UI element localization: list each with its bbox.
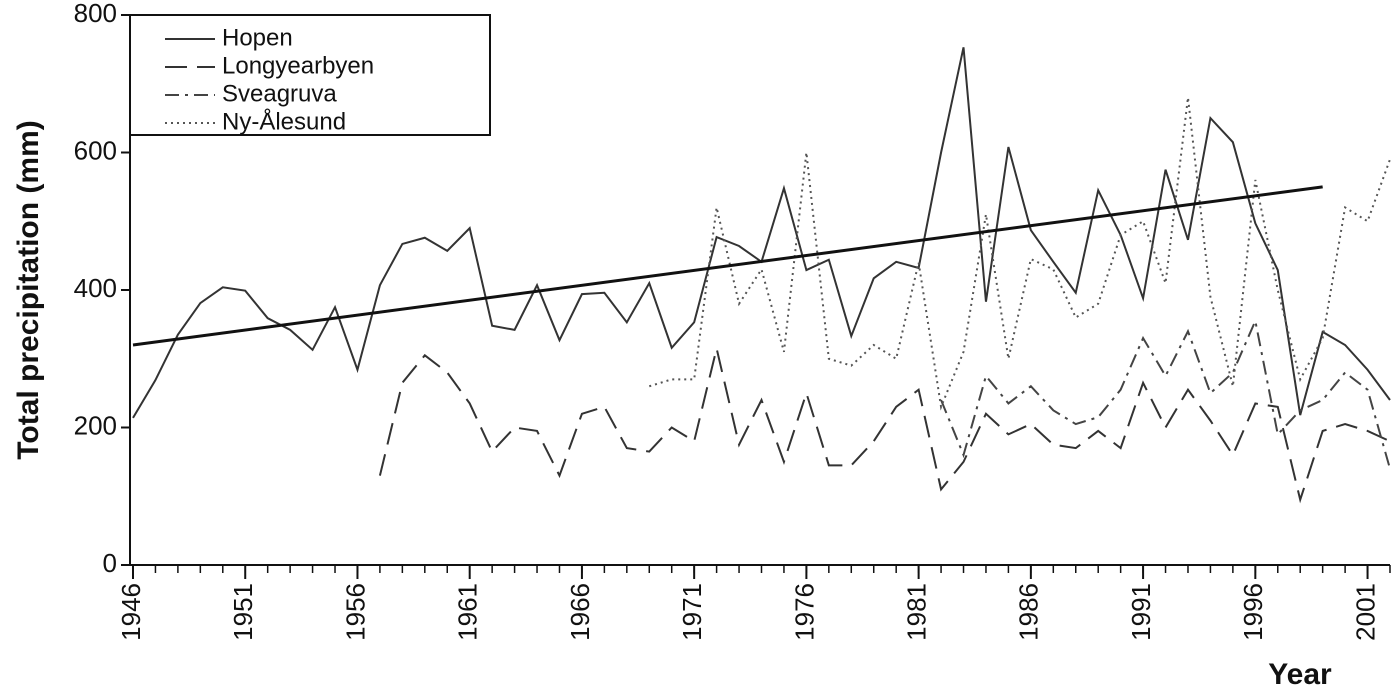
x-tick-label: 1966 <box>565 583 595 641</box>
y-tick-label: 800 <box>74 0 117 28</box>
legend-box <box>129 14 491 136</box>
trend-line <box>132 185 1323 347</box>
x-tick-label: 1976 <box>789 583 819 641</box>
x-axis-title: Year <box>1268 658 1332 691</box>
legend-label: Hopen <box>222 24 293 51</box>
y-tick-label: 400 <box>74 273 117 303</box>
x-tick-label: 1946 <box>116 583 146 641</box>
x-tick-label: 1951 <box>228 583 258 641</box>
x-tick-label: 1971 <box>677 583 707 641</box>
series-line <box>378 348 1391 504</box>
x-tick-label: 2001 <box>1350 583 1380 641</box>
series-line <box>648 97 1391 411</box>
x-tick-label: 1986 <box>1014 583 1044 641</box>
legend-label: Ny-Ålesund <box>222 107 346 135</box>
x-tick-label: 1956 <box>340 583 370 641</box>
x-tick-label: 1961 <box>453 583 483 641</box>
legend-label: Sveagruva <box>222 80 337 107</box>
y-tick-label: 0 <box>103 548 117 578</box>
series-line <box>940 317 1391 470</box>
x-tick-label: 1981 <box>902 583 932 641</box>
x-tick-label: 1996 <box>1238 583 1268 641</box>
y-tick-label: 600 <box>74 135 117 165</box>
legend-label: Longyearbyen <box>222 52 374 79</box>
y-tick-label: 200 <box>74 410 117 440</box>
x-tick-label: 1991 <box>1126 583 1156 641</box>
y-axis-title: Total precipitation (mm) <box>12 120 45 459</box>
